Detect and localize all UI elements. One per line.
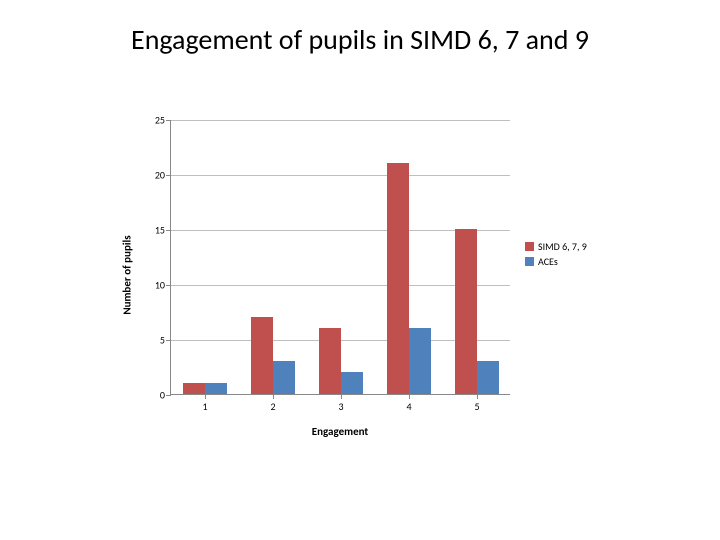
ytick-mark [166, 285, 171, 286]
legend: SIMD 6, 7, 9 ACEs [525, 240, 587, 270]
legend-swatch [525, 257, 534, 266]
gridline [171, 120, 510, 121]
bar [409, 328, 431, 394]
bar [477, 361, 499, 394]
ytick-label: 0 [160, 389, 165, 402]
slide-title: Engagement of pupils in SIMD 6, 7 and 9 [0, 22, 720, 57]
ytick-label: 25 [155, 114, 165, 127]
legend-label: SIMD 6, 7, 9 [538, 240, 587, 253]
ytick-mark [166, 175, 171, 176]
xtick-label: 3 [338, 400, 343, 413]
xtick-mark [273, 394, 274, 399]
ytick-label: 20 [155, 169, 165, 182]
x-axis-title: Engagement [170, 425, 510, 438]
ytick-mark [166, 340, 171, 341]
legend-label: ACEs [538, 255, 558, 268]
xtick-mark [409, 394, 410, 399]
bar [183, 383, 205, 394]
xtick-label: 5 [474, 400, 479, 413]
ytick-label: 5 [160, 334, 165, 347]
ytick-mark [166, 395, 171, 396]
ytick-mark [166, 230, 171, 231]
xtick-mark [477, 394, 478, 399]
bar [205, 383, 227, 394]
bar [455, 229, 477, 394]
chart: Number of pupils 051015202512345 Engagem… [115, 110, 625, 440]
xtick-mark [205, 394, 206, 399]
bar [251, 317, 273, 394]
plot-area: 051015202512345 [170, 120, 510, 395]
bar [319, 328, 341, 394]
xtick-label: 1 [202, 400, 207, 413]
ytick-mark [166, 120, 171, 121]
gridline [171, 175, 510, 176]
xtick-label: 4 [406, 400, 411, 413]
xtick-label: 2 [270, 400, 275, 413]
legend-item: SIMD 6, 7, 9 [525, 240, 587, 253]
bar [341, 372, 363, 394]
ytick-label: 10 [155, 279, 165, 292]
bar [387, 163, 409, 394]
legend-item: ACEs [525, 255, 587, 268]
legend-swatch [525, 242, 534, 251]
ytick-label: 15 [155, 224, 165, 237]
bar [273, 361, 295, 394]
y-axis-title: Number of pupils [121, 235, 134, 314]
xtick-mark [341, 394, 342, 399]
